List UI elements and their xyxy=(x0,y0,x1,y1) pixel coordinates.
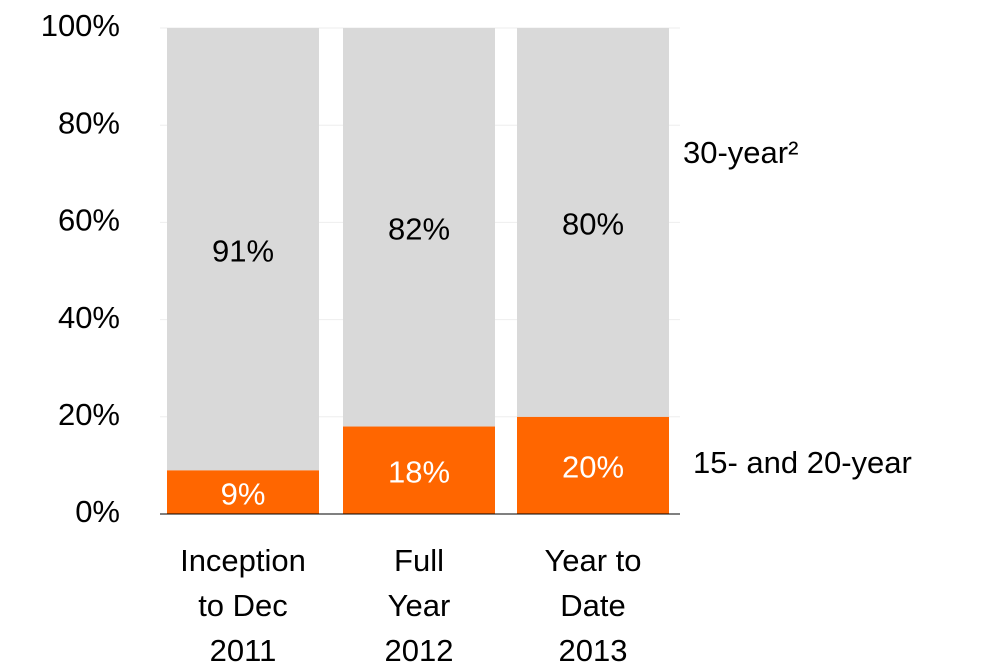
legend-label: 30-year² xyxy=(683,135,798,170)
y-tick-label: 20% xyxy=(58,397,120,432)
x-tick-label: Inception xyxy=(180,543,306,578)
data-label: 20% xyxy=(562,450,624,485)
bar-segment xyxy=(167,470,319,514)
x-tick-label: Year to xyxy=(544,543,641,578)
y-tick-label: 100% xyxy=(41,8,120,43)
legend-label: 15- and 20-year xyxy=(693,445,912,480)
x-tick-label: Date xyxy=(560,588,625,623)
data-label: 18% xyxy=(388,454,450,489)
x-tick-label: 2011 xyxy=(210,633,277,668)
y-tick-label: 60% xyxy=(58,203,120,238)
bar-segment xyxy=(343,426,495,514)
x-tick-label: Year xyxy=(388,588,451,623)
bar-segment xyxy=(517,416,669,514)
data-label: 82% xyxy=(388,211,450,246)
bar-segment xyxy=(167,28,319,471)
x-tick-label: 2013 xyxy=(559,633,628,668)
data-label: 80% xyxy=(562,207,624,242)
data-label: 9% xyxy=(221,476,266,511)
y-tick-label: 40% xyxy=(58,300,120,335)
x-tick-label: to Dec xyxy=(198,588,288,623)
x-tick-label: Full xyxy=(394,543,444,578)
x-tick-label: 2012 xyxy=(385,633,454,668)
bar-segment xyxy=(343,28,495,427)
y-tick-label: 0% xyxy=(75,494,120,529)
y-tick-label: 80% xyxy=(58,105,120,140)
data-label: 91% xyxy=(212,233,274,268)
bar-segment xyxy=(517,28,669,417)
